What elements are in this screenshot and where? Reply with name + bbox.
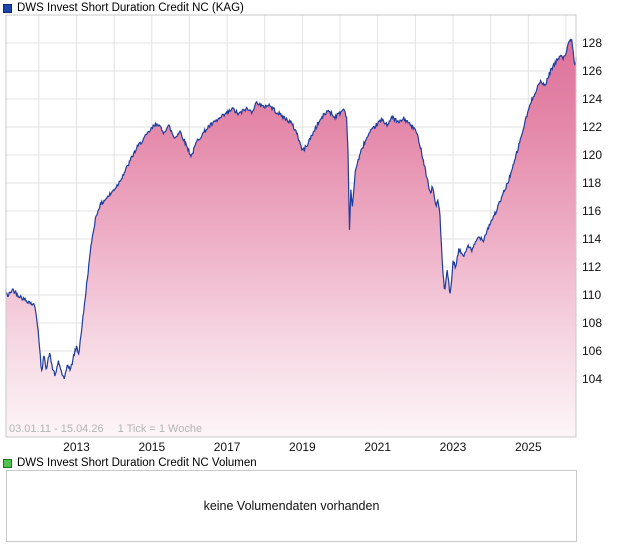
chart-range-note: 03.01.11 - 15.04.26 1 Tick = 1 Woche: [9, 423, 202, 435]
x-tick-label-2025: 2025: [514, 440, 542, 454]
x-tick-label-2019: 2019: [289, 440, 316, 454]
price-chart-plot-area[interactable]: [0, 0, 620, 455]
y-tick-label-104: 104: [582, 372, 603, 386]
volume-chart-title-row: DWS Invest Short Duration Credit NC Volu…: [0, 457, 257, 470]
y-tick-label-106: 106: [582, 344, 603, 358]
price-area-fill: [6, 39, 576, 437]
y-tick-label-122: 122: [582, 120, 603, 134]
date-range-label: 03.01.11 - 15.04.26: [9, 423, 104, 435]
main-chart-title-row: DWS Invest Short Duration Credit NC (KAG…: [0, 2, 244, 15]
volume-empty-message: keine Volumendaten vorhanden: [203, 499, 380, 513]
plot-border: [5, 14, 577, 438]
volume-chart-title: DWS Invest Short Duration Credit NC Volu…: [17, 457, 257, 469]
x-tick-label-2017: 2017: [213, 440, 241, 454]
volume-series-legend-icon: [3, 459, 12, 468]
main-chart-title: DWS Invest Short Duration Credit NC (KAG…: [17, 2, 244, 14]
y-tick-label-110: 110: [582, 288, 602, 302]
x-tick-label-2023: 2023: [439, 440, 467, 454]
price-line: [5, 38, 577, 380]
x-tick-label-2021: 2021: [364, 440, 392, 454]
y-tick-label-126: 126: [582, 64, 603, 78]
y-tick-label-108: 108: [582, 316, 603, 330]
y-tick-label-128: 128: [582, 36, 603, 50]
x-tick-label-2013: 2013: [63, 440, 90, 454]
y-tick-label-118: 118: [582, 176, 602, 190]
volume-panel: keine Volumendaten vorhanden: [6, 470, 577, 542]
tick-resolution-label: 1 Tick = 1 Woche: [117, 423, 203, 435]
y-tick-label-120: 120: [582, 148, 603, 162]
y-tick-label-116: 116: [582, 204, 602, 218]
price-series-legend-icon: [3, 4, 12, 13]
y-tick-label-124: 124: [582, 92, 603, 106]
y-tick-label-114: 114: [582, 232, 602, 246]
y-tick-label-112: 112: [582, 260, 602, 274]
x-tick-label-2015: 2015: [138, 440, 166, 454]
